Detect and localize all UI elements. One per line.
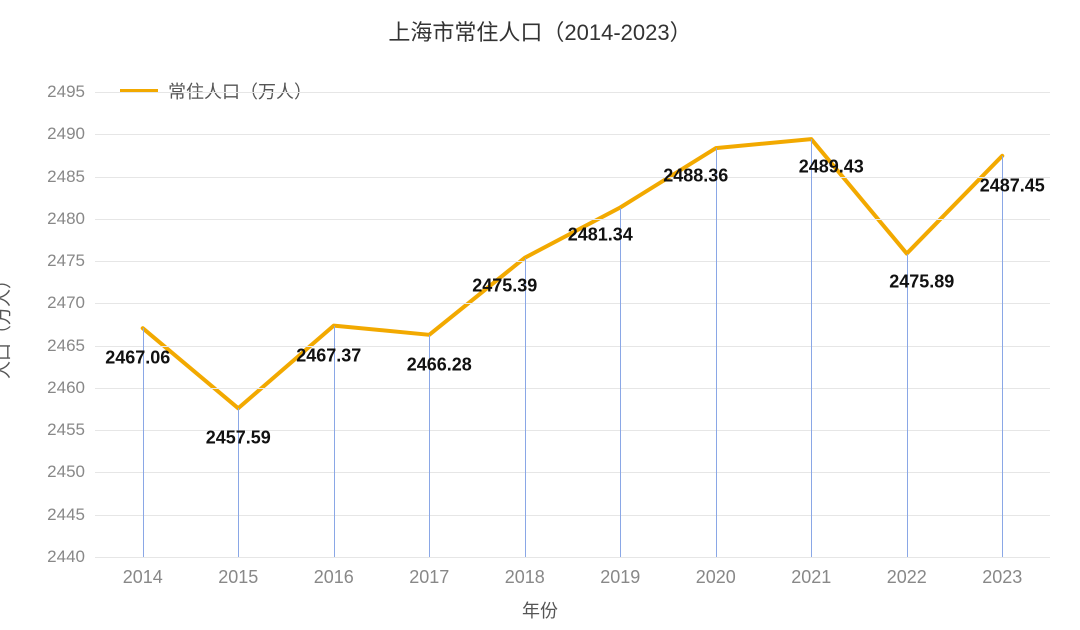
x-tick-label: 2019 <box>600 567 640 588</box>
x-tick-label: 2018 <box>505 567 545 588</box>
y-tick-label: 2440 <box>47 547 85 567</box>
y-axis-title: 人口（万人） <box>0 271 15 379</box>
gridline <box>95 92 1050 93</box>
x-tick-label: 2016 <box>314 567 354 588</box>
data-label: 2457.59 <box>206 428 271 449</box>
y-tick-label: 2450 <box>47 462 85 482</box>
drop-line <box>907 254 908 557</box>
drop-line <box>1002 156 1003 557</box>
y-tick-label: 2495 <box>47 82 85 102</box>
series-line <box>143 139 1003 408</box>
data-label: 2467.06 <box>105 348 170 369</box>
y-tick-label: 2470 <box>47 293 85 313</box>
y-tick-label: 2475 <box>47 251 85 271</box>
drop-line <box>811 139 812 557</box>
y-tick-label: 2480 <box>47 209 85 229</box>
x-tick-label: 2015 <box>218 567 258 588</box>
x-tick-label: 2017 <box>409 567 449 588</box>
data-label: 2489.43 <box>799 157 864 178</box>
gridline <box>95 557 1050 558</box>
y-tick-label: 2455 <box>47 420 85 440</box>
data-label: 2475.89 <box>889 271 954 292</box>
data-label: 2487.45 <box>980 175 1045 196</box>
gridline <box>95 134 1050 135</box>
y-tick-label: 2485 <box>47 167 85 187</box>
plot-area: 2440244524502455246024652470247524802485… <box>95 92 1050 557</box>
x-tick-label: 2022 <box>887 567 927 588</box>
data-label: 2488.36 <box>663 166 728 187</box>
y-tick-label: 2465 <box>47 336 85 356</box>
gridline <box>95 219 1050 220</box>
drop-line <box>620 208 621 558</box>
x-tick-label: 2021 <box>791 567 831 588</box>
chart-title: 上海市常住人口（2014-2023） <box>0 15 1080 47</box>
data-label: 2466.28 <box>407 354 472 375</box>
data-label: 2475.39 <box>472 275 537 296</box>
gridline <box>95 177 1050 178</box>
y-tick-label: 2490 <box>47 124 85 144</box>
drop-line <box>716 148 717 557</box>
chart-container: 上海市常住人口（2014-2023） 常住人口（万人） 人口（万人） 年份 24… <box>0 0 1080 630</box>
x-tick-label: 2014 <box>123 567 163 588</box>
x-tick-label: 2020 <box>696 567 736 588</box>
data-label: 2481.34 <box>568 225 633 246</box>
drop-line <box>525 258 526 557</box>
y-tick-label: 2460 <box>47 378 85 398</box>
x-tick-label: 2023 <box>982 567 1022 588</box>
y-tick-label: 2445 <box>47 505 85 525</box>
data-label: 2467.37 <box>296 345 361 366</box>
x-axis-title: 年份 <box>0 597 1080 623</box>
